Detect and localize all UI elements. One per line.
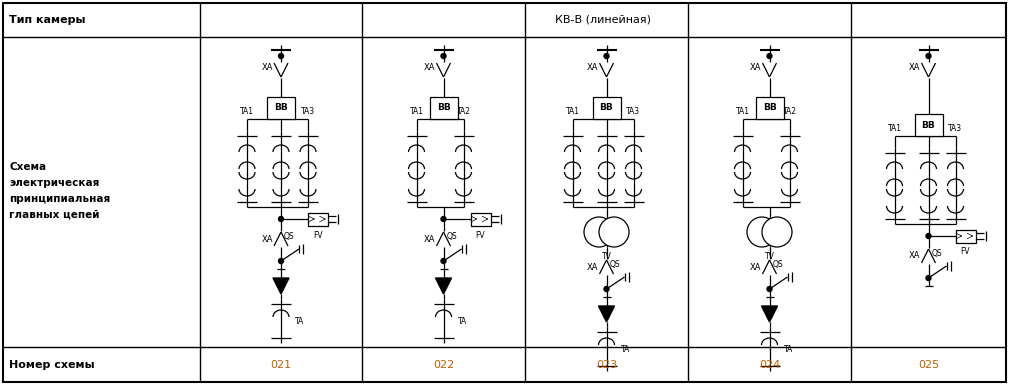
Polygon shape [598, 306, 614, 322]
Text: TA2: TA2 [599, 107, 613, 116]
Circle shape [604, 54, 609, 59]
Text: TV: TV [601, 252, 611, 261]
Circle shape [441, 216, 446, 221]
Text: XA: XA [750, 263, 762, 271]
Text: TA1: TA1 [565, 107, 579, 116]
Text: BB: BB [599, 104, 613, 112]
Circle shape [926, 276, 931, 281]
Text: Схема: Схема [9, 162, 46, 172]
Bar [267, 97, 295, 119]
Bar [308, 213, 328, 226]
Text: XA: XA [261, 234, 273, 243]
Text: XA: XA [750, 64, 762, 72]
Text: TA2: TA2 [921, 124, 935, 133]
Text: TA1: TA1 [410, 107, 424, 116]
Text: QS: QS [773, 260, 783, 269]
Text: Номер схемы: Номер схемы [9, 360, 95, 370]
Text: 022: 022 [433, 360, 454, 370]
Text: TA1: TA1 [736, 107, 750, 116]
Text: главных цепей: главных цепей [9, 210, 100, 220]
Text: TA: TA [457, 316, 467, 325]
Text: XA: XA [424, 234, 436, 243]
Text: BB: BB [763, 104, 776, 112]
Text: BB: BB [921, 121, 935, 129]
Text: QS: QS [447, 232, 457, 241]
Text: 025: 025 [918, 360, 939, 370]
Text: TV: TV [765, 252, 775, 261]
Circle shape [599, 217, 629, 247]
Text: КВ-В (линейная): КВ-В (линейная) [555, 15, 651, 25]
Text: QS: QS [609, 260, 621, 269]
Bar [592, 97, 621, 119]
Text: TA: TA [295, 316, 305, 325]
Text: XA: XA [424, 64, 436, 72]
Text: принципиальная: принципиальная [9, 194, 110, 204]
Text: TA2: TA2 [456, 107, 470, 116]
Text: TA3: TA3 [948, 124, 963, 133]
Text: XA: XA [261, 64, 273, 72]
Text: BB: BB [437, 104, 450, 112]
Text: QS: QS [931, 249, 942, 258]
Text: TA3: TA3 [301, 107, 315, 116]
Text: Тип камеры: Тип камеры [9, 15, 86, 25]
Circle shape [584, 217, 614, 247]
Bar [430, 97, 457, 119]
Text: QS: QS [284, 232, 295, 241]
Text: XA: XA [587, 263, 598, 271]
Bar [956, 229, 976, 243]
Text: электрическая: электрическая [9, 178, 99, 188]
Polygon shape [273, 278, 289, 294]
Circle shape [767, 54, 772, 59]
Text: TA2: TA2 [783, 107, 796, 116]
Text: TA2: TA2 [274, 107, 288, 116]
Text: FV: FV [475, 231, 485, 239]
Text: FV: FV [313, 231, 323, 239]
Circle shape [278, 216, 284, 221]
Circle shape [762, 217, 792, 247]
Bar [914, 114, 942, 136]
Circle shape [278, 258, 284, 263]
Bar [470, 213, 490, 226]
Circle shape [441, 258, 446, 263]
Text: BB: BB [274, 104, 288, 112]
Text: TA1: TA1 [888, 124, 901, 133]
Text: TA: TA [621, 345, 630, 353]
Text: FV: FV [961, 248, 971, 256]
Circle shape [747, 217, 777, 247]
Text: XA: XA [909, 64, 920, 72]
Text: XA: XA [909, 251, 920, 261]
Circle shape [926, 233, 931, 238]
Text: 024: 024 [759, 360, 780, 370]
Text: 023: 023 [596, 360, 618, 370]
Text: TA1: TA1 [240, 107, 254, 116]
Text: 021: 021 [270, 360, 292, 370]
Text: XA: XA [587, 64, 598, 72]
Circle shape [604, 286, 609, 291]
Circle shape [441, 54, 446, 59]
Polygon shape [436, 278, 451, 294]
Circle shape [926, 54, 931, 59]
Text: TA: TA [784, 345, 793, 353]
Circle shape [767, 286, 772, 291]
Circle shape [278, 54, 284, 59]
Polygon shape [762, 306, 778, 322]
Bar [756, 97, 784, 119]
Text: TA3: TA3 [627, 107, 641, 116]
